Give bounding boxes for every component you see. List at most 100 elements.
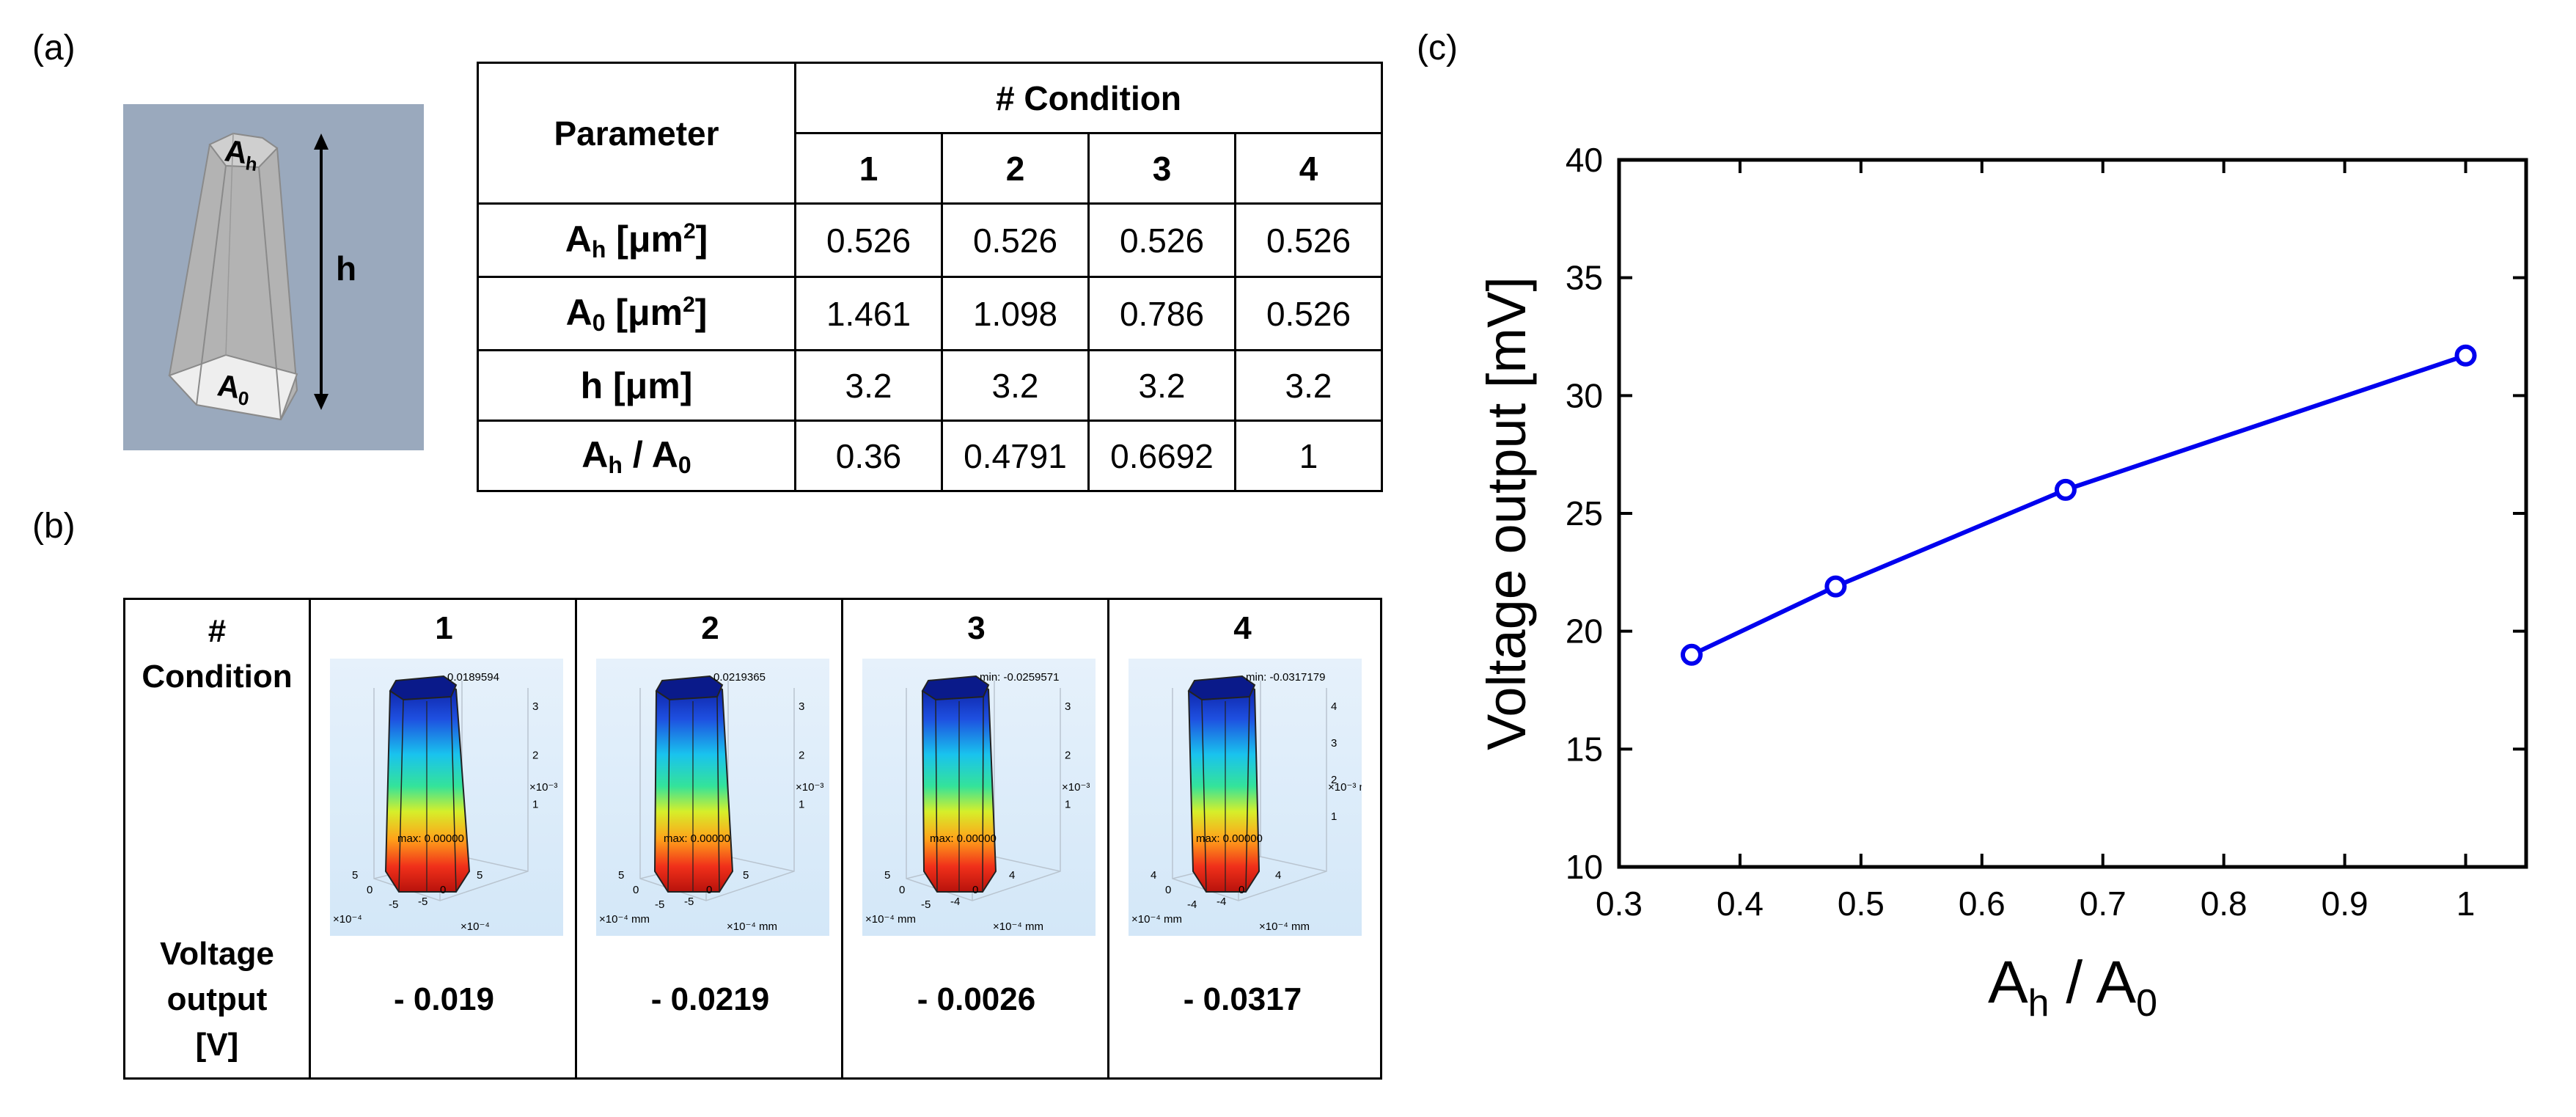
- y-tick-label: 30: [1566, 376, 1603, 414]
- voltage-value: - 0.0026: [917, 981, 1036, 1017]
- x-tick-label: -4: [950, 896, 960, 908]
- condition-column-2: 2 - 0.0219 0.0219365 max: 0.00000 ×10⁻³ ×10⁻⁴…: [575, 600, 843, 1077]
- prism-body: [384, 679, 471, 893]
- y-tick-label: 20: [1566, 612, 1603, 651]
- prism-body: [1187, 679, 1261, 893]
- z-tick-label: 2: [532, 750, 538, 762]
- table-cell: 3.2: [1234, 349, 1383, 422]
- x-tick-label: 4: [1009, 869, 1015, 882]
- y-axis-label: Voltage output [mV]: [1476, 276, 1537, 750]
- axis-bottom-label: ×10⁻⁴ mm: [1131, 913, 1182, 926]
- y-tick-label: 10: [1566, 848, 1603, 886]
- axis-bottom-label: ×10⁻⁴ mm: [599, 913, 650, 926]
- voltage-value: - 0.0219: [650, 981, 770, 1017]
- condition-header: # Condition: [142, 613, 293, 695]
- prism-bottom-label: A0: [215, 367, 253, 410]
- z-tick-label: 3: [532, 700, 538, 713]
- condition-number: 4: [1233, 610, 1252, 646]
- condition-column-1: 1 - 0.019 0.0189594 max: 0.00000 ×10⁻³ ×10⁻⁴ ×…: [309, 600, 577, 1077]
- x-tick-label: -5: [684, 896, 694, 908]
- z-tick-label: 3: [799, 700, 804, 713]
- condition-col-4: 4: [1234, 132, 1383, 205]
- x-tick-label: -4: [1217, 896, 1226, 908]
- z-tick-label: 2: [799, 750, 804, 762]
- table-cell: 0.526: [1234, 202, 1383, 278]
- x-tick-label: 4: [1151, 869, 1156, 882]
- min-label: min: -0.0317179: [1246, 671, 1325, 684]
- table-row: Ah / A0 0.36 0.4791 0.6692 1: [477, 420, 1383, 492]
- table-cell: 0.6692: [1087, 420, 1236, 492]
- table-row: Ah [μm2] 0.526 0.526 0.526 0.526: [477, 202, 1383, 278]
- header-parameter: Parameter: [477, 62, 796, 205]
- voltage-chart: 10 15 20 25 30 35 40 0.3 0.4 0.5 0.6 0.7 0.8 0.9 1 Volt…: [1476, 141, 2528, 1025]
- row-label-ah: Ah [μm2]: [477, 202, 796, 278]
- x-tick-label: -5: [389, 898, 398, 911]
- x-tick-label: 0: [706, 884, 712, 896]
- x-tick-label: 0: [972, 884, 978, 896]
- z-tick-label: 1: [1065, 798, 1071, 810]
- min-label: min: -0.0259571: [980, 671, 1059, 684]
- axis-unit-label: ×10⁻³: [796, 781, 823, 794]
- table-cell: 1.461: [794, 276, 943, 351]
- z-tick-label: 2: [1065, 750, 1071, 762]
- table-cell: 0.526: [794, 202, 943, 278]
- x-tick-label: -5: [921, 898, 931, 911]
- x-axis-label: Ah / A0: [1988, 949, 2157, 1025]
- table-cell: 0.36: [794, 420, 943, 492]
- x-tick-label: -4: [1187, 898, 1197, 911]
- y-tick-label: 25: [1566, 494, 1603, 532]
- panel-label-a: (a): [32, 29, 76, 67]
- condition-col-3: 3: [1087, 132, 1236, 205]
- row-label-ratio: Ah / A0: [477, 420, 796, 492]
- z-tick-label: 4: [1331, 700, 1337, 713]
- x-tick-label: 5: [743, 869, 749, 882]
- potential-simulation-render: 0.0189594 max: 0.00000 ×10⁻³ ×10⁻⁴ ×10⁻⁴ 3 2 1 5…: [330, 659, 563, 936]
- min-label: 0.0219365: [713, 671, 766, 684]
- header-condition: # Condition: [794, 62, 1383, 134]
- plot-frame: [1617, 158, 2528, 869]
- table-cell: 0.526: [1087, 202, 1236, 278]
- x-tick-label: 5: [884, 869, 890, 882]
- table-cell: 0.786: [1087, 276, 1236, 351]
- axis-bottom-label: ×10⁻⁴: [333, 913, 362, 926]
- data-point: [1824, 575, 1847, 598]
- potential-simulation-render: min: -0.0317179 max: 0.00000 ×10⁻³ mm ×10⁻⁴…: [1129, 659, 1362, 936]
- condition-col-2: 2: [941, 132, 1090, 205]
- axis-unit-label: ×10⁻³: [529, 781, 557, 794]
- x-tick-label: 0.7: [2080, 885, 2127, 923]
- prism-illustration: Ah A0 h: [123, 104, 424, 450]
- table-cell: 3.2: [794, 349, 943, 422]
- condition-column-3: 3 - 0.0026 min: -0.0259571 max: 0.00000 ×10⁻…: [841, 600, 1109, 1077]
- x-tick-label: 0: [1239, 884, 1244, 896]
- axis-bottom-label-2: ×10⁻⁴ mm: [1259, 920, 1310, 933]
- prism-top: [655, 675, 724, 701]
- x-tick-label: 5: [618, 869, 624, 882]
- panel-label-b: (b): [32, 507, 76, 546]
- data-point: [2054, 478, 2077, 501]
- table-cell: 0.526: [1234, 276, 1383, 351]
- parameter-table: Parameter # Condition 1 2 3 4 Ah [μm2] 0…: [477, 62, 1383, 492]
- axis-bottom-label-2: ×10⁻⁴: [460, 920, 490, 933]
- z-tick-label: 3: [1331, 737, 1337, 750]
- table-row: h [μm] 3.2 3.2 3.2 3.2: [477, 349, 1383, 422]
- x-tick-label: 5: [477, 869, 482, 882]
- x-tick-label: 0.9: [2322, 885, 2368, 923]
- y-tick-label: 15: [1566, 730, 1603, 768]
- data-point: [2454, 344, 2477, 367]
- x-tick-label: 0.8: [2201, 885, 2247, 923]
- data-point: [1680, 643, 1703, 666]
- prism-top: [921, 675, 990, 701]
- y-tick-label: 35: [1566, 259, 1603, 297]
- prism-top: [1187, 675, 1256, 701]
- x-tick-label: -5: [655, 898, 664, 911]
- x-tick-label: 0: [1165, 884, 1171, 896]
- x-tick-label: 5: [352, 869, 358, 882]
- axis-bottom-label: ×10⁻⁴ mm: [865, 913, 916, 926]
- table-cell: 1: [1234, 420, 1383, 492]
- table-cell: 3.2: [941, 349, 1090, 422]
- row-label-h: h [μm]: [477, 349, 796, 422]
- condition-number: 3: [967, 610, 986, 646]
- prism-top: [389, 675, 458, 701]
- x-tick-label: 0.5: [1838, 885, 1885, 923]
- x-tick-label: 0.6: [1959, 885, 2006, 923]
